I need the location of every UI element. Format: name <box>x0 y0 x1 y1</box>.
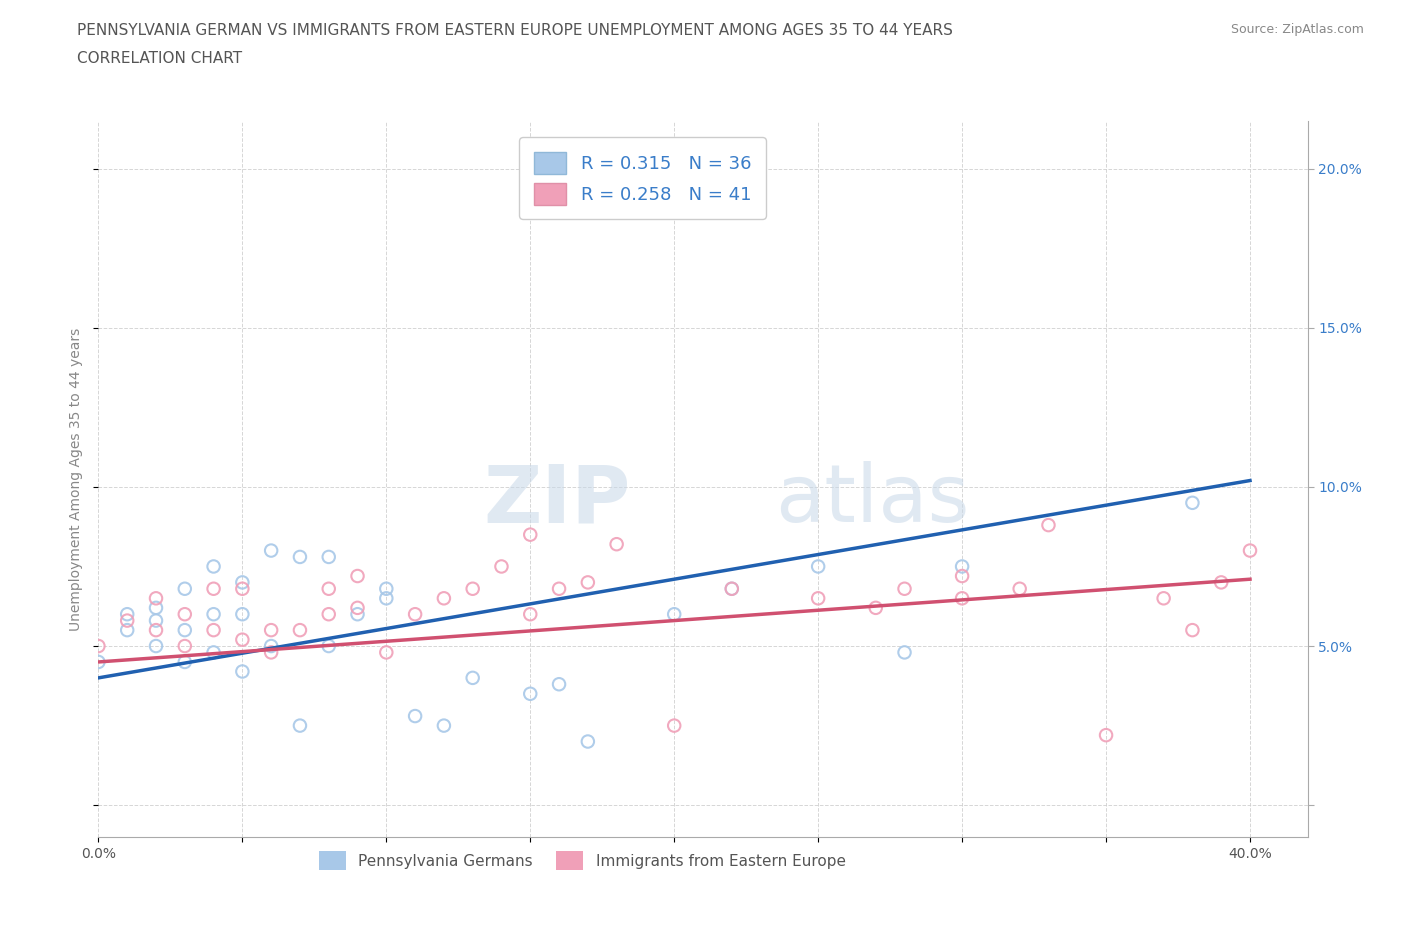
Point <box>231 575 253 590</box>
Point <box>145 639 167 654</box>
Point <box>231 664 253 679</box>
Point <box>346 601 368 616</box>
Point <box>202 645 225 660</box>
Point <box>260 543 283 558</box>
Point <box>318 581 340 596</box>
Point <box>1153 591 1175 605</box>
Legend: Pennsylvania Germans, Immigrants from Eastern Europe: Pennsylvania Germans, Immigrants from Ea… <box>312 845 852 876</box>
Point <box>433 718 456 733</box>
Point <box>202 606 225 621</box>
Text: PENNSYLVANIA GERMAN VS IMMIGRANTS FROM EASTERN EUROPE UNEMPLOYMENT AMONG AGES 35: PENNSYLVANIA GERMAN VS IMMIGRANTS FROM E… <box>77 23 953 38</box>
Text: Source: ZipAtlas.com: Source: ZipAtlas.com <box>1230 23 1364 36</box>
Point <box>145 623 167 638</box>
Point <box>548 677 571 692</box>
Point <box>893 645 915 660</box>
Point <box>173 655 195 670</box>
Point <box>519 686 541 701</box>
Point <box>375 581 398 596</box>
Point <box>231 606 253 621</box>
Point <box>807 591 830 605</box>
Point <box>1038 518 1060 533</box>
Point <box>145 613 167 628</box>
Point <box>288 550 311 565</box>
Point <box>1181 623 1204 638</box>
Point <box>893 581 915 596</box>
Point <box>519 606 541 621</box>
Point <box>1181 496 1204 511</box>
Point <box>202 581 225 596</box>
Point <box>173 639 195 654</box>
Point <box>1239 543 1261 558</box>
Point <box>231 632 253 647</box>
Point <box>433 591 456 605</box>
Point <box>173 623 195 638</box>
Point <box>260 623 283 638</box>
Point <box>865 601 887 616</box>
Point <box>260 645 283 660</box>
Point <box>664 718 686 733</box>
Point <box>720 581 742 596</box>
Point <box>87 639 110 654</box>
Point <box>202 623 225 638</box>
Point <box>519 527 541 542</box>
Point <box>461 581 484 596</box>
Point <box>288 623 311 638</box>
Point <box>491 559 513 574</box>
Point <box>576 734 599 749</box>
Point <box>1211 575 1233 590</box>
Point <box>115 623 138 638</box>
Point <box>461 671 484 685</box>
Text: atlas: atlas <box>776 461 970 539</box>
Point <box>375 645 398 660</box>
Point <box>375 591 398 605</box>
Point <box>145 591 167 605</box>
Point <box>720 581 742 596</box>
Point <box>404 606 426 621</box>
Point <box>950 559 973 574</box>
Text: ZIP: ZIP <box>484 461 630 539</box>
Point <box>173 581 195 596</box>
Point <box>664 606 686 621</box>
Text: CORRELATION CHART: CORRELATION CHART <box>77 51 242 66</box>
Point <box>1008 581 1031 596</box>
Point <box>404 709 426 724</box>
Point <box>807 559 830 574</box>
Y-axis label: Unemployment Among Ages 35 to 44 years: Unemployment Among Ages 35 to 44 years <box>69 327 83 631</box>
Point <box>87 655 110 670</box>
Point <box>318 639 340 654</box>
Point <box>260 639 283 654</box>
Point <box>548 581 571 596</box>
Point <box>576 575 599 590</box>
Point <box>115 613 138 628</box>
Point <box>288 718 311 733</box>
Point <box>346 606 368 621</box>
Point <box>231 581 253 596</box>
Point <box>318 550 340 565</box>
Point <box>1095 727 1118 742</box>
Point <box>318 606 340 621</box>
Point <box>346 568 368 583</box>
Point <box>115 606 138 621</box>
Point <box>145 601 167 616</box>
Point <box>950 591 973 605</box>
Point <box>202 559 225 574</box>
Point <box>173 606 195 621</box>
Point <box>606 537 628 551</box>
Point <box>950 568 973 583</box>
